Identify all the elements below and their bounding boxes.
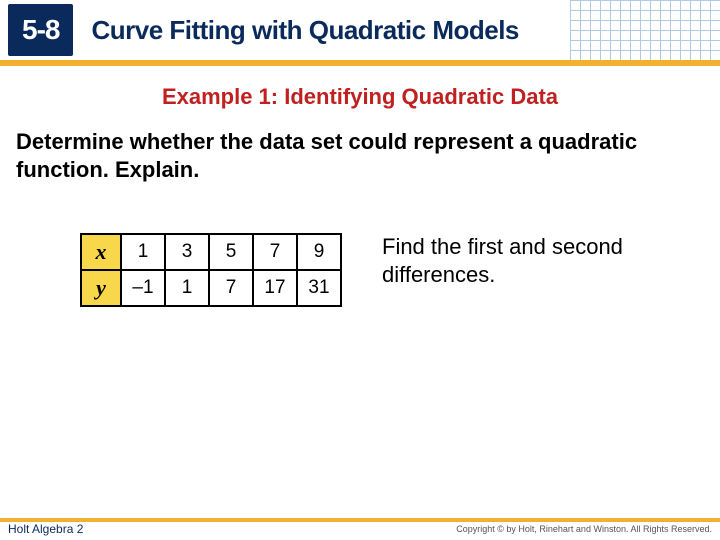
row-label-x: x — [81, 234, 121, 270]
header-divider — [0, 60, 720, 66]
cell: 5 — [209, 234, 253, 270]
lesson-title: Curve Fitting with Quadratic Models — [91, 15, 518, 46]
content-row: x 1 3 5 7 9 y –1 1 7 17 31 Find the firs… — [0, 233, 720, 307]
row-label-y: y — [81, 270, 121, 306]
header: 5-8 Curve Fitting with Quadratic Models — [0, 0, 720, 60]
data-table: x 1 3 5 7 9 y –1 1 7 17 31 — [80, 233, 342, 307]
table-row-x: x 1 3 5 7 9 — [81, 234, 341, 270]
cell: 7 — [209, 270, 253, 306]
hint-text: Find the first and second differences. — [382, 233, 642, 288]
cell: 3 — [165, 234, 209, 270]
cell: 1 — [165, 270, 209, 306]
cell: 31 — [297, 270, 341, 306]
footer: Holt Algebra 2 Copyright © by Holt, Rine… — [0, 520, 720, 540]
table-row-y: y –1 1 7 17 31 — [81, 270, 341, 306]
lesson-number: 5-8 — [8, 4, 73, 56]
cell: 9 — [297, 234, 341, 270]
cell: 17 — [253, 270, 297, 306]
cell: –1 — [121, 270, 165, 306]
header-grid-decor — [570, 0, 720, 60]
example-prompt: Determine whether the data set could rep… — [16, 128, 704, 183]
footer-book: Holt Algebra 2 — [8, 522, 83, 536]
cell: 1 — [121, 234, 165, 270]
footer-copyright: Copyright © by Holt, Rinehart and Winsto… — [456, 524, 712, 534]
cell: 7 — [253, 234, 297, 270]
example-title: Example 1: Identifying Quadratic Data — [0, 84, 720, 110]
